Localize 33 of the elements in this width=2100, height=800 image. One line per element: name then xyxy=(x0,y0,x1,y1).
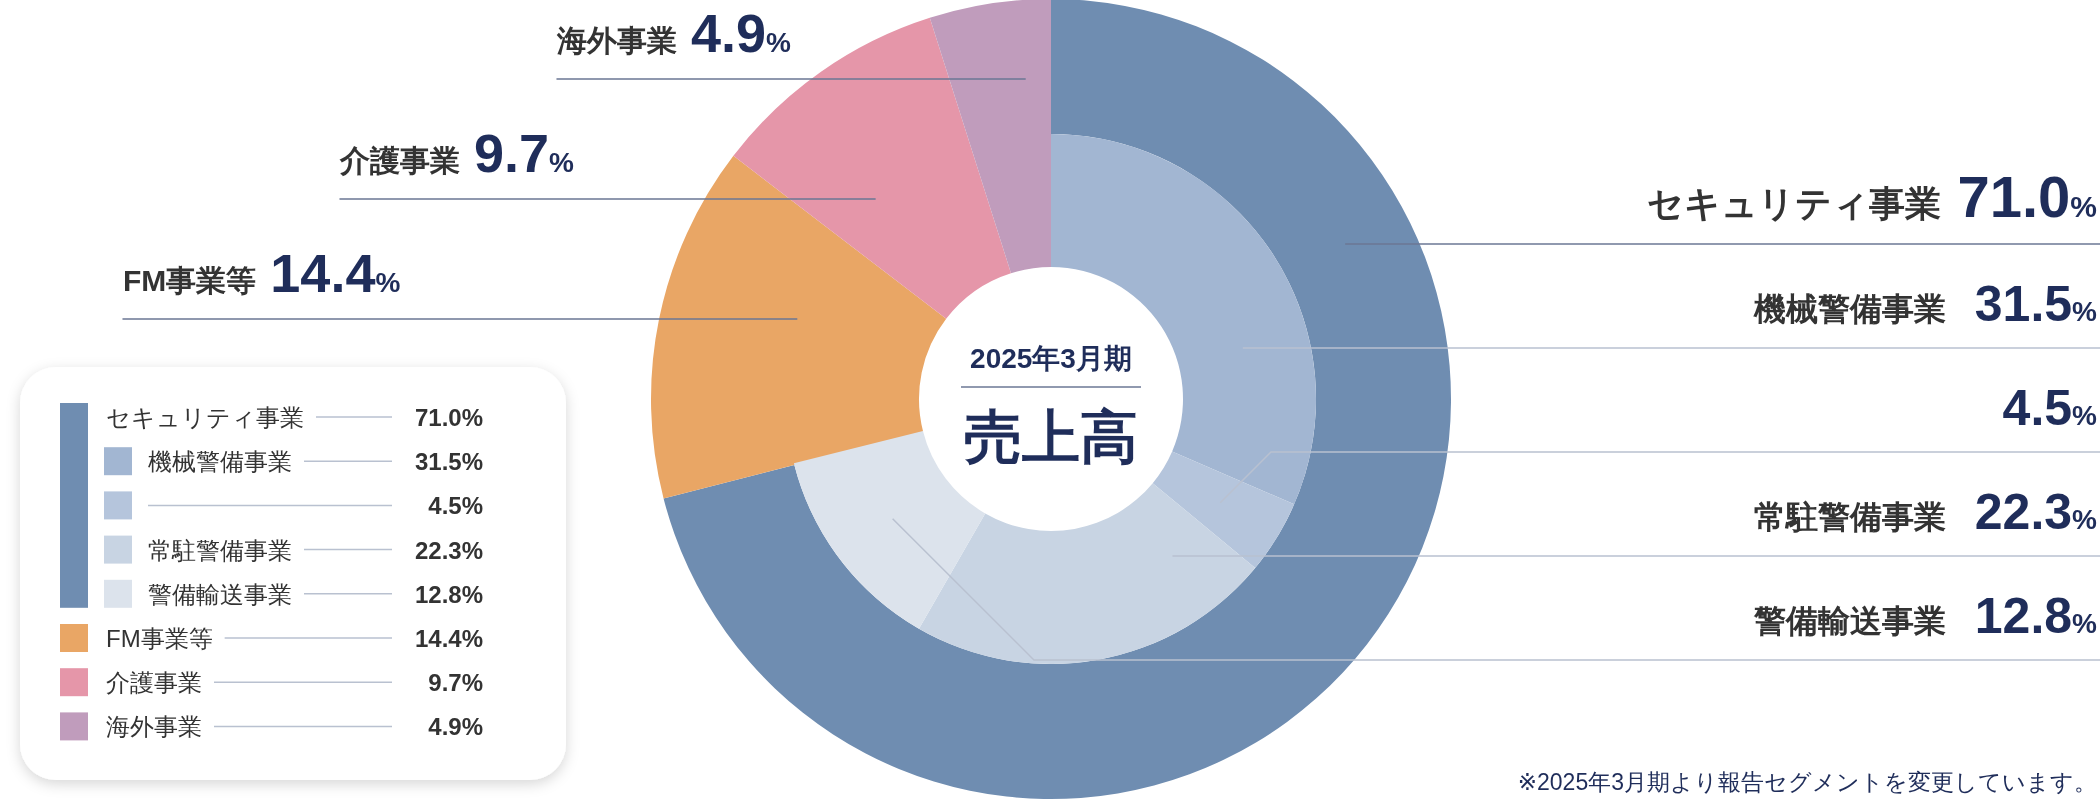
category-label: 警備輸送事業 xyxy=(1754,603,1946,639)
value-label: 9.7% xyxy=(474,123,574,183)
legend-label: セキュリティ事業 xyxy=(106,404,304,431)
category-label: 海外事業 xyxy=(557,24,677,57)
category-label: 機械警備事業 xyxy=(1754,291,1946,327)
value-label: 22.3% xyxy=(1974,484,2097,540)
annotation: ※2025年3月期より報告セグメントを変更しています。 xyxy=(1517,769,2097,795)
legend-value: 71.0% xyxy=(414,404,483,431)
value-label: 71.0% xyxy=(1957,164,2097,229)
category-label: FM事業等 xyxy=(123,264,257,297)
category-label: 介護事業 xyxy=(340,144,460,177)
value-label: 12.8% xyxy=(1974,588,2097,644)
category-label: 常駐警備事業 xyxy=(1754,499,1946,535)
legend-value: 9.7% xyxy=(428,669,483,697)
legend-label: 海外事業 xyxy=(106,713,202,741)
legend-label: FM事業等 xyxy=(106,625,213,652)
legend-label: 機械警備事業 xyxy=(148,448,292,476)
legend-value: 12.8% xyxy=(414,580,483,608)
legend-value: 14.4% xyxy=(414,625,483,652)
legend-value: 4.9% xyxy=(428,713,483,741)
category-label: セキュリティ事業 xyxy=(1647,183,1942,224)
legend-label: 常駐警備事業 xyxy=(148,536,292,564)
legend-value: 22.3% xyxy=(414,536,483,564)
value-label: 31.5% xyxy=(1974,276,2097,332)
subtitle: 2025年3月期 xyxy=(970,343,1132,374)
legend-value: 31.5% xyxy=(414,448,483,476)
legend-label: 介護事業 xyxy=(106,669,202,697)
value-label: 4.9% xyxy=(691,3,791,63)
title: 売上高 xyxy=(964,404,1138,469)
value-label: 4.5% xyxy=(2002,380,2097,436)
value-label: 14.4% xyxy=(270,243,401,303)
legend-label: 警備輸送事業 xyxy=(148,580,292,608)
legend-value: 4.5% xyxy=(428,492,483,520)
